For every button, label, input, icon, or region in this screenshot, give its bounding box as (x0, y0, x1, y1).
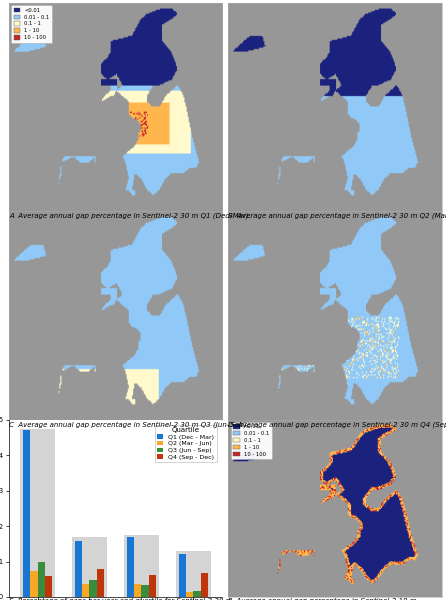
Text: C  Average annual gap percentage in Sentinel-2 30 m Q3 (Jun–Sep).: C Average annual gap percentage in Senti… (9, 421, 248, 428)
Bar (127, 538, 134, 597)
Bar (90, 580, 97, 597)
Bar (179, 554, 186, 597)
Bar (141, 584, 149, 597)
Bar (45, 577, 52, 597)
Bar (72, 537, 107, 597)
Bar (30, 571, 37, 597)
Text: F  Average annual gap percentage in Sentinel-2 10 m.: F Average annual gap percentage in Senti… (228, 598, 419, 600)
Bar (149, 575, 156, 597)
Bar (201, 573, 208, 597)
Legend: <0.01, 0.01 - 0.1, 0.1 - 1, 1 - 10, 10 - 100: <0.01, 0.01 - 0.1, 0.1 - 1, 1 - 10, 10 -… (231, 422, 272, 460)
Bar (23, 430, 30, 597)
Bar (134, 584, 141, 597)
Legend: Q1 (Dec - Mar), Q2 (Mar - Jun), Q3 (Jun - Sep), Q4 (Sep - Dec): Q1 (Dec - Mar), Q2 (Mar - Jun), Q3 (Jun … (154, 425, 217, 462)
Bar (20, 428, 55, 597)
Legend: <0.01, 0.01 - 0.1, 0.1 - 1, 1 - 10, 10 - 100: <0.01, 0.01 - 0.1, 0.1 - 1, 1 - 10, 10 -… (11, 5, 52, 43)
Text: A  Average annual gap percentage in Sentinel-2 30 m Q1 (Dec–Mar).: A Average annual gap percentage in Senti… (9, 212, 251, 219)
Text: E  Percentage of gaps per year and quartile for Sentinel-2 30 m.: E Percentage of gaps per year and quarti… (9, 598, 235, 600)
Bar (194, 590, 201, 597)
Text: B  Average annual gap percentage in Sentinel-2 30 m Q2 (Mar–Jun).: B Average annual gap percentage in Senti… (228, 212, 446, 219)
Text: D  Average annual gap percentage in Sentinel-2 30 m Q4 (Sep–Dec).: D Average annual gap percentage in Senti… (228, 421, 446, 428)
Bar (82, 584, 90, 597)
Bar (75, 541, 82, 597)
Bar (37, 562, 45, 597)
Bar (124, 535, 159, 597)
Bar (176, 551, 211, 597)
Bar (186, 592, 194, 597)
Bar (97, 569, 104, 597)
